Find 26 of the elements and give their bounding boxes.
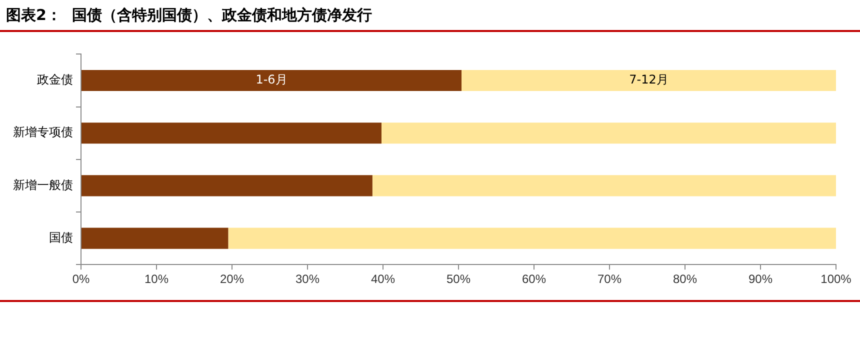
x-tick-label: 30%: [295, 272, 320, 286]
series-label: 1-6月: [256, 72, 288, 87]
bar: [372, 175, 836, 196]
y-tick-label: 新增专项债: [13, 125, 73, 140]
bar: [82, 122, 382, 144]
x-tick-label: 20%: [220, 272, 244, 286]
series-label: 7-12月: [629, 72, 668, 87]
x-tick-label: 60%: [522, 272, 546, 286]
bar: [381, 122, 836, 144]
x-tick-label: 0%: [72, 272, 90, 286]
bar: [462, 70, 836, 92]
bar: [228, 228, 836, 249]
x-tick-label: 100%: [820, 272, 852, 286]
x-tick-label: 10%: [144, 272, 169, 286]
chart-title: 图表2： 国债（含特别国债）、政金债和地方债净发行: [6, 6, 372, 25]
x-tick-label: 80%: [672, 272, 698, 286]
bar: [82, 70, 462, 92]
y-tick-label: 国债: [49, 230, 73, 244]
bar: [82, 228, 228, 249]
x-tick-label: 90%: [748, 272, 773, 286]
bar: [82, 175, 372, 196]
y-tick-label: 新增一般债: [13, 178, 73, 192]
x-tick-label: 40%: [370, 272, 396, 286]
x-tick-label: 50%: [446, 272, 471, 286]
y-tick-label: 政金债: [37, 72, 73, 87]
x-tick-label: 70%: [597, 272, 622, 286]
